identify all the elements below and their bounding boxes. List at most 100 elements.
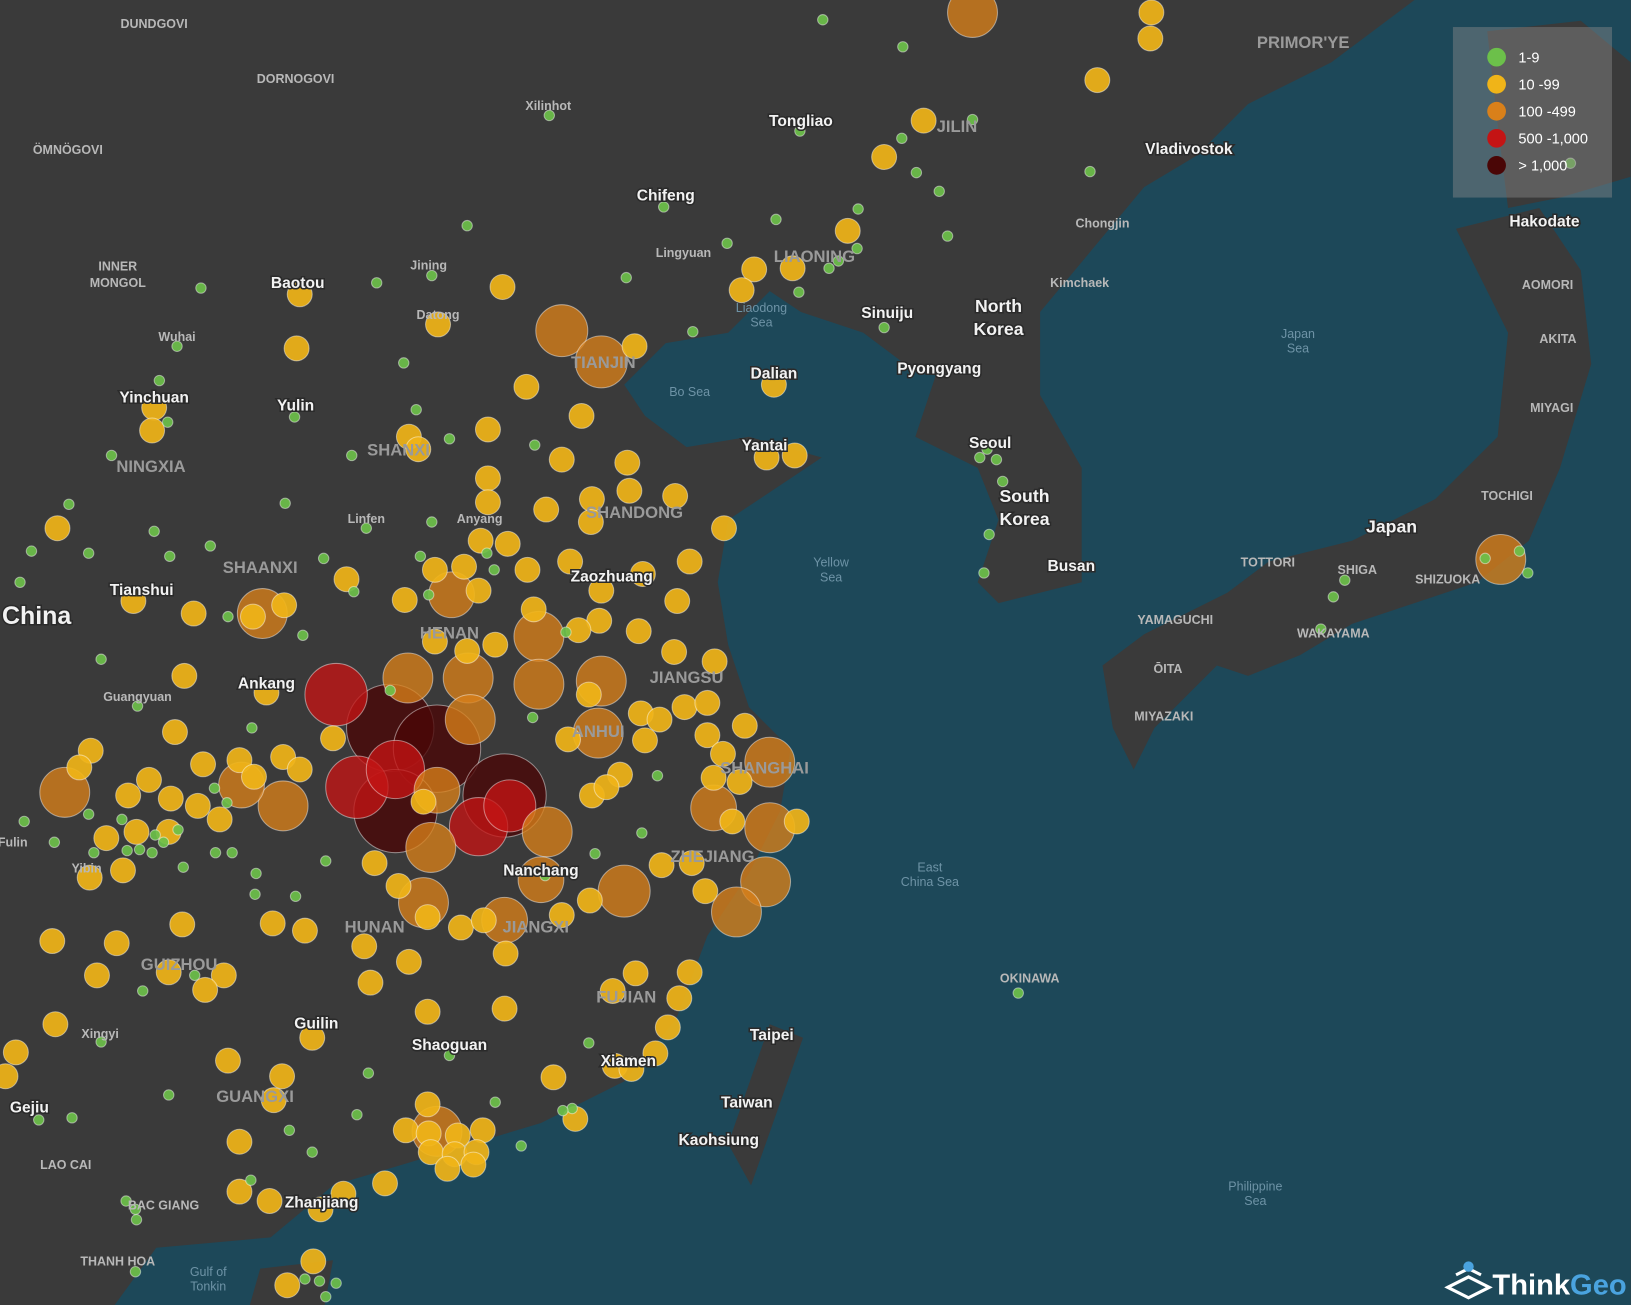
case-marker — [269, 1063, 296, 1090]
place-label-line: JILIN — [937, 117, 978, 136]
case-marker — [719, 808, 746, 835]
logo-pin — [1463, 1261, 1474, 1272]
case-marker — [834, 217, 861, 244]
place-label: WAKAYAMA — [1297, 626, 1370, 640]
case-marker — [1475, 533, 1527, 585]
place-label: South Korea — [999, 486, 1049, 529]
place-label: DUNDGOVI — [121, 17, 188, 31]
case-marker — [897, 41, 909, 53]
place-label: THANH HOA — [80, 1254, 155, 1268]
place-label-line: Tongliao — [769, 113, 833, 130]
case-marker — [1084, 67, 1111, 94]
case-marker — [115, 782, 142, 809]
place-label: Zaozhuang — [571, 568, 653, 585]
case-marker — [63, 498, 75, 511]
case-marker — [279, 497, 291, 510]
case-marker — [14, 576, 26, 589]
case-marker — [648, 852, 675, 879]
case-marker — [1315, 623, 1327, 635]
case-marker — [190, 751, 217, 778]
sea — [114, 0, 1631, 1305]
case-marker — [783, 808, 810, 835]
place-label-line: Tonkin — [190, 1279, 226, 1293]
case-marker — [482, 631, 509, 658]
case-marker — [0, 1063, 19, 1090]
place-label: Guilin — [294, 1015, 338, 1032]
place-label-line: HUNAN — [345, 918, 405, 937]
case-marker — [709, 740, 736, 767]
case-marker — [44, 515, 71, 542]
case-marker — [465, 577, 492, 604]
case-marker — [662, 483, 689, 510]
case-marker — [135, 766, 162, 793]
case-marker — [625, 618, 652, 645]
place-label-line: ANHUI — [572, 722, 625, 741]
case-marker — [443, 433, 456, 445]
place-label: Vladivostok — [1145, 141, 1233, 158]
case-marker — [246, 722, 258, 734]
case-marker — [664, 588, 691, 615]
case-marker — [131, 700, 144, 712]
case-marker — [620, 271, 632, 284]
case-marker — [184, 792, 211, 819]
case-marker — [226, 1178, 253, 1205]
place-label-line: Liaodong — [736, 301, 787, 315]
case-marker — [253, 679, 280, 706]
case-marker — [586, 607, 613, 634]
case-marker — [577, 509, 604, 535]
case-marker — [425, 311, 452, 338]
case-marker — [299, 1024, 326, 1051]
case-marker — [589, 847, 601, 860]
place-label: INNER MONGOL — [90, 259, 146, 290]
case-marker — [983, 528, 995, 541]
case-marker — [109, 857, 136, 884]
case-marker — [823, 262, 835, 274]
case-marker — [83, 962, 110, 989]
case-marker — [299, 1273, 311, 1285]
case-marker — [204, 540, 217, 552]
place-label: SHANXI — [367, 440, 430, 459]
case-marker — [447, 914, 474, 941]
case-marker — [259, 910, 286, 937]
place-label: Yinchuan — [119, 389, 189, 406]
place-label-line: Guangyuan — [103, 690, 172, 704]
case-marker — [548, 446, 575, 473]
place-label-line: AOMORI — [1522, 278, 1573, 292]
place-label: HUNAN — [345, 918, 405, 937]
case-marker — [162, 1089, 175, 1101]
place-label: OKINAWA — [1000, 972, 1060, 986]
case-marker — [257, 780, 309, 832]
case-marker — [614, 449, 641, 476]
case-marker — [149, 829, 161, 841]
place-label: Taiwan — [721, 1094, 773, 1111]
place-label-line: Guilin — [294, 1015, 338, 1032]
place-label: SHANDONG — [586, 503, 683, 522]
case-marker — [116, 813, 128, 826]
legend-swatch — [1487, 155, 1506, 175]
case-marker — [443, 1049, 456, 1062]
place-label: BAC GIANG — [128, 1198, 199, 1212]
place-label-line: Sinuiju — [861, 305, 913, 322]
case-marker — [539, 869, 551, 882]
case-marker — [120, 588, 147, 615]
place-label-line: Ankang — [238, 675, 295, 692]
place-label: Gejiu — [10, 1100, 49, 1117]
case-marker — [896, 132, 908, 145]
place-label: SHIGA — [1338, 563, 1378, 577]
place-label-line: SHANGHAI — [720, 759, 809, 778]
place-label: Japan Sea — [1281, 327, 1315, 356]
place-label-line: Yantai — [742, 437, 788, 454]
place-label: TOTTORI — [1241, 556, 1295, 570]
case-marker — [852, 203, 864, 215]
case-marker — [370, 277, 383, 289]
case-marker — [351, 933, 378, 960]
case-marker — [414, 904, 441, 931]
case-marker — [313, 1275, 326, 1287]
place-label-line: Yulin — [277, 398, 314, 415]
case-marker — [2, 1039, 29, 1066]
case-marker — [474, 416, 501, 443]
case-marker — [209, 846, 222, 859]
place-label-line: Jining — [410, 258, 447, 272]
case-marker — [372, 1170, 399, 1197]
case-marker — [694, 689, 721, 716]
